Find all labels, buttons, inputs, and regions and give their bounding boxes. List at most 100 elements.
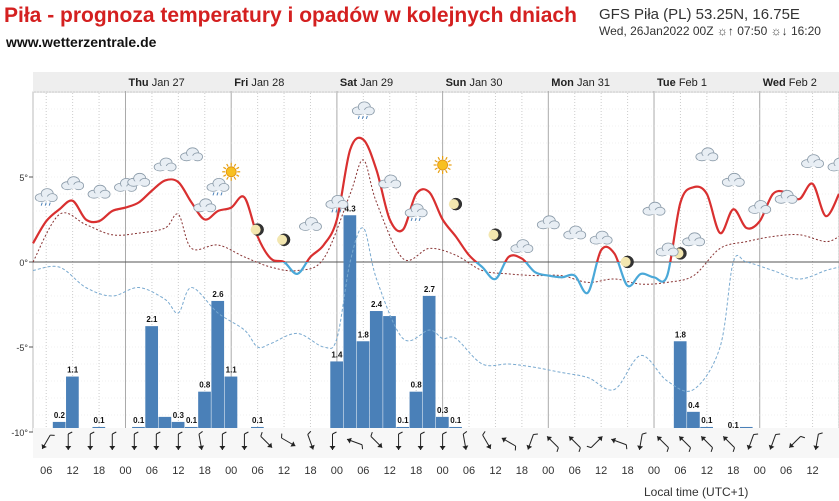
sun-icon xyxy=(433,156,452,174)
precip-bar xyxy=(369,311,383,432)
model-location: GFS Piła (PL) 53.25N, 16.75E xyxy=(599,6,800,23)
wind-arrow-icon xyxy=(241,431,249,451)
x-axis: 06 12 18 00 06 12 18 00 06 12 18 00 06 12 18 00 06 12 18 00… xyxy=(40,465,819,477)
day-label: Tue Feb 1 xyxy=(657,77,707,89)
x-tick-label: 00 xyxy=(754,465,766,477)
wind-arrow-icon xyxy=(131,431,139,451)
precip-labels: 0.21.10.1 0.12.10.30.10.82.61.10.11.44.31… xyxy=(54,204,740,430)
precip-value-label: 1.8 xyxy=(358,330,370,339)
precip-bar xyxy=(687,411,700,432)
precip-bar xyxy=(409,391,423,432)
wind-arrow-icon xyxy=(611,437,628,450)
wind-arrow-icon xyxy=(746,433,759,450)
precip-bar xyxy=(171,421,185,432)
wind-arrow-icon xyxy=(175,431,183,450)
wind-arrow-icon xyxy=(768,433,781,450)
precip-value-label: 0.4 xyxy=(688,401,700,410)
run-info: Wed, 26Jan2022 00Z ☼↑ 07:50 ☼↓ 16:20 xyxy=(599,24,821,38)
cloud-icon xyxy=(682,232,706,247)
cloud-drizzle-icon xyxy=(206,177,230,196)
cloud-icon xyxy=(193,198,217,213)
x-tick-label: 06 xyxy=(251,465,263,477)
precip-value-label: 0.3 xyxy=(173,411,185,420)
sunrise-time: 07:50 xyxy=(737,24,768,38)
precip-bar xyxy=(52,421,66,432)
cloud-icon xyxy=(642,201,666,216)
x-tick-label: 18 xyxy=(621,465,633,477)
precip-bars xyxy=(52,215,753,432)
wind-arrow-icon xyxy=(637,432,647,450)
x-tick-label: 06 xyxy=(357,465,369,477)
wind-arrow-icon xyxy=(722,435,736,453)
day-label: Sun Jan 30 xyxy=(446,77,503,89)
day-label: Fri Jan 28 xyxy=(234,77,284,89)
precip-value-label: 1.4 xyxy=(331,350,343,359)
x-tick-label: 06 xyxy=(463,465,475,477)
day-label: Mon Jan 31 xyxy=(551,77,610,89)
site-link[interactable]: www.wetterzentrale.de xyxy=(6,34,157,50)
precip-bar xyxy=(198,391,211,432)
cloud-icon xyxy=(61,176,85,191)
x-tick-label: 12 xyxy=(278,465,290,477)
temperature-lines xyxy=(32,136,839,392)
cloud-icon xyxy=(87,184,111,199)
precip-bar xyxy=(383,316,396,432)
moon-icon xyxy=(277,233,291,247)
moon-icon xyxy=(448,197,463,211)
sunrise-icon: ☼↑ xyxy=(716,24,734,38)
x-tick-label: 12 xyxy=(67,465,79,477)
wind-arrow-icon xyxy=(87,431,95,450)
wind-arrow-icon xyxy=(482,431,492,450)
sunset-time: 16:20 xyxy=(790,24,821,38)
precip-bar xyxy=(673,341,687,432)
day-header: Thu Jan 27 Fri Jan 28 Sat Jan 29 Sun Jan 30… xyxy=(33,72,839,91)
x-tick-label: 06 xyxy=(569,465,581,477)
wind-arrow-icon xyxy=(198,431,205,450)
precip-value-label: 0.1 xyxy=(133,416,145,425)
wetbulb-line xyxy=(32,227,839,392)
precip-value-label: 0.1 xyxy=(450,416,462,425)
cloud-icon xyxy=(127,172,151,187)
y-tick-label: 0° xyxy=(19,258,28,268)
precip-value-label: 2.7 xyxy=(424,285,436,294)
chart-title: Piła - prognoza temperatury i opadów w k… xyxy=(4,4,577,27)
precip-bar xyxy=(343,215,357,432)
precip-value-label: 0.1 xyxy=(397,416,409,425)
cloud-icon xyxy=(536,215,560,230)
x-tick-label: 12 xyxy=(489,465,501,477)
x-tick-label: 06 xyxy=(40,465,52,477)
wind-arrow-icon xyxy=(501,437,517,451)
precip-value-label: 0.1 xyxy=(252,416,264,425)
y-axis: 5° 0° -5° -10° xyxy=(11,173,33,438)
x-tick-label: 00 xyxy=(648,465,660,477)
precip-bar xyxy=(330,361,344,432)
precip-value-label: 0.1 xyxy=(186,416,198,425)
x-tick-label: 18 xyxy=(199,465,211,477)
wind-arrow-icon xyxy=(65,431,73,451)
x-tick-label: 18 xyxy=(93,465,105,477)
wind-arrow-icon xyxy=(439,431,447,451)
wind-row xyxy=(33,428,839,458)
wind-arrow-icon xyxy=(700,435,714,453)
wind-arrow-icon xyxy=(568,435,581,453)
moon-icon xyxy=(488,228,502,241)
wind-arrow-icon xyxy=(153,431,161,450)
sunset-icon: ☼↓ xyxy=(770,24,788,38)
cloud-icon xyxy=(299,217,322,231)
wind-row-background xyxy=(33,428,839,458)
precip-bar xyxy=(224,376,238,432)
cloud-icon xyxy=(695,147,719,162)
moon-icon xyxy=(620,255,634,269)
day-header-background xyxy=(33,72,839,91)
precip-bar xyxy=(356,341,370,432)
x-tick-label: 06 xyxy=(674,465,686,477)
cloud-icon xyxy=(153,157,177,172)
precip-value-label: 2.1 xyxy=(146,315,158,324)
cloud-icon xyxy=(801,154,824,169)
precip-bar xyxy=(422,295,436,432)
local-time-label: Local time (UTC+1) xyxy=(644,485,749,499)
wind-arrow-icon xyxy=(395,431,403,451)
precip-value-label: 0.1 xyxy=(94,416,106,425)
cloud-icon xyxy=(378,174,402,189)
